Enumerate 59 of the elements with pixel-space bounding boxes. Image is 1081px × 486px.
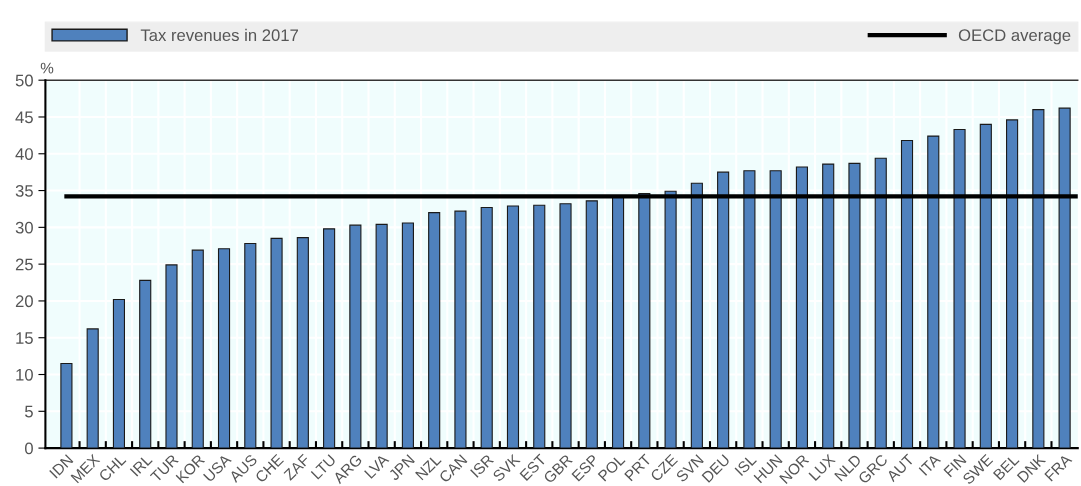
x-tick-label: LVA	[364, 453, 390, 479]
bar	[900, 139, 914, 449]
x-tick-label: NZL	[415, 453, 442, 481]
y-tick-label: 25	[15, 258, 33, 271]
bar	[139, 279, 152, 449]
y-tick-label: 15	[16, 332, 33, 344]
bar	[1058, 107, 1071, 449]
bar	[611, 196, 625, 449]
bar	[86, 328, 99, 449]
bar	[769, 170, 782, 449]
bar	[559, 203, 572, 449]
y-tick-label: 10	[16, 368, 33, 381]
bar	[927, 135, 940, 449]
bar	[401, 222, 414, 449]
y-tick-label: 5	[24, 405, 33, 418]
y-tick-label: 40	[15, 148, 33, 160]
bar	[717, 171, 730, 449]
bar	[191, 249, 204, 449]
bar	[217, 248, 231, 449]
bar	[743, 170, 756, 449]
bar	[506, 205, 520, 449]
bar	[270, 237, 283, 449]
y-tick-label: 45	[15, 111, 33, 124]
bar	[953, 128, 966, 449]
bar	[822, 163, 835, 449]
bar	[296, 237, 309, 449]
legend-label: OECD average	[958, 29, 1071, 45]
bar	[323, 228, 336, 449]
y-axis-title: %	[40, 62, 54, 74]
y-tick-label: 30	[15, 221, 33, 234]
bar	[454, 210, 467, 449]
y-tick-label: 20	[15, 295, 33, 308]
bar	[112, 298, 126, 449]
bar	[349, 224, 362, 449]
x-tick-label: USA	[202, 453, 232, 483]
legend-label: Tax revenues in 2017	[140, 28, 298, 42]
bar	[874, 157, 887, 449]
y-tick-label: 0	[24, 442, 33, 455]
x-tick-label: POL	[597, 453, 626, 482]
bar	[428, 212, 441, 449]
bar	[795, 166, 809, 449]
bar	[165, 264, 178, 449]
bar	[848, 162, 861, 449]
x-tick-label: ITA	[918, 453, 942, 476]
bar	[375, 223, 388, 449]
bar	[979, 123, 992, 449]
bar	[1032, 109, 1045, 449]
y-tick-label: 35	[15, 184, 33, 197]
x-tick-label: ISR	[469, 453, 495, 478]
bar	[638, 192, 651, 449]
y-tick-label: 50	[15, 74, 33, 87]
bar	[664, 190, 677, 449]
bar	[1006, 119, 1019, 449]
bar	[533, 204, 546, 449]
bar	[690, 182, 703, 449]
bar	[60, 362, 73, 449]
bar	[480, 206, 493, 449]
bar	[244, 242, 257, 449]
bar	[585, 200, 598, 449]
